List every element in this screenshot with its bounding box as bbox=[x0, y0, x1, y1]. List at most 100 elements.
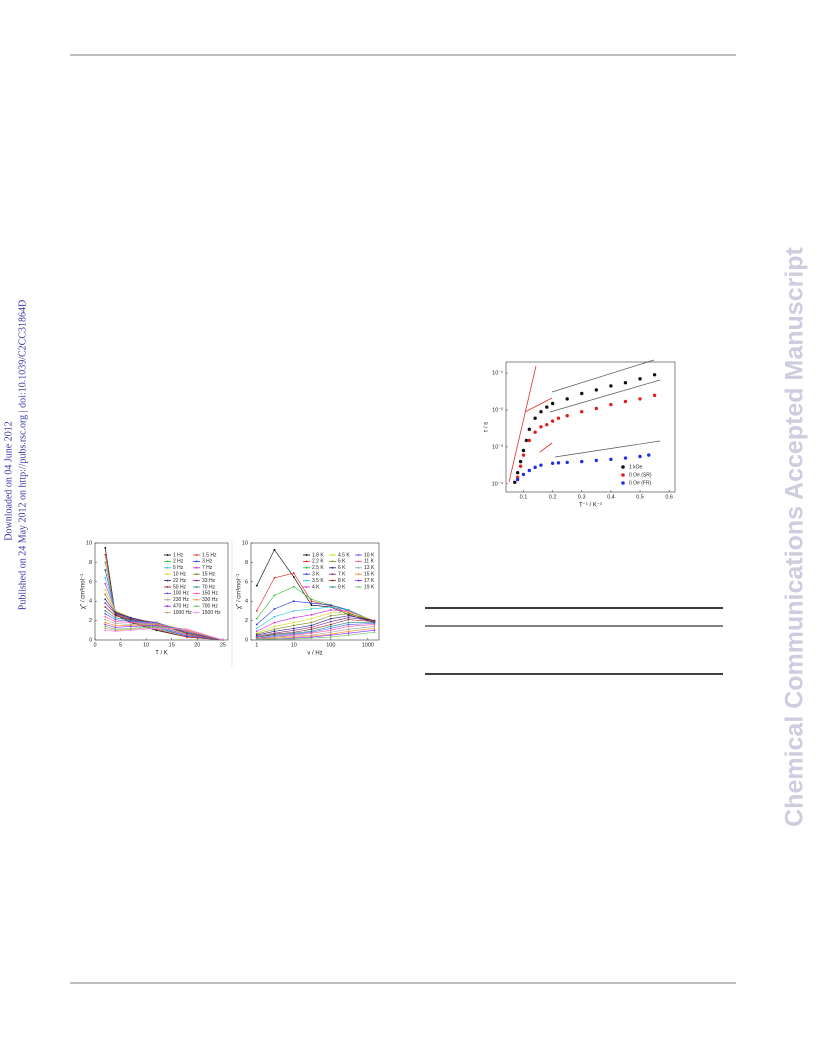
legend-marker bbox=[195, 592, 198, 595]
x-tick-label: 0 bbox=[93, 642, 96, 648]
legend-marker bbox=[166, 605, 169, 608]
x-tick-label: 20 bbox=[194, 642, 200, 648]
data-point bbox=[329, 614, 332, 617]
series-line bbox=[105, 610, 223, 641]
legend-label: 3 Hz bbox=[202, 559, 213, 565]
legend-marker bbox=[357, 560, 360, 563]
data-point bbox=[545, 422, 549, 427]
data-point bbox=[310, 632, 313, 635]
data-point bbox=[580, 391, 584, 396]
legend-label: 33 Hz bbox=[202, 578, 216, 584]
data-point bbox=[292, 629, 295, 632]
data-point bbox=[114, 618, 117, 621]
data-point bbox=[329, 606, 332, 608]
data-point bbox=[347, 618, 350, 621]
series-line bbox=[105, 616, 223, 641]
data-point bbox=[539, 463, 543, 467]
data-point bbox=[104, 615, 107, 618]
x-axis-label: T⁻¹ / K⁻¹ bbox=[579, 503, 602, 509]
data-point bbox=[273, 577, 276, 579]
data-point bbox=[292, 600, 295, 603]
data-point bbox=[539, 409, 543, 414]
legend-label: 2.5 K bbox=[312, 565, 324, 571]
legend-label: 0 Oe (SR) bbox=[629, 472, 652, 478]
data-point bbox=[329, 609, 332, 611]
legend-marker bbox=[195, 573, 198, 576]
data-point bbox=[545, 405, 549, 409]
data-point bbox=[347, 612, 350, 615]
data-point bbox=[347, 628, 350, 631]
data-point bbox=[104, 582, 107, 585]
data-point bbox=[550, 401, 555, 406]
data-point bbox=[565, 397, 569, 401]
legend-marker bbox=[166, 598, 169, 601]
legend-label: 13 K bbox=[364, 565, 375, 571]
download-note: Downloaded on 04 June 2012 bbox=[3, 421, 14, 540]
data-point bbox=[329, 604, 332, 606]
data-point bbox=[292, 638, 295, 640]
data-point bbox=[329, 629, 332, 632]
fit-line bbox=[551, 359, 655, 393]
legend-marker bbox=[195, 560, 198, 563]
legend-label: 5 Hz bbox=[173, 565, 184, 571]
legend-label: 50 Hz bbox=[173, 584, 187, 590]
legend-marker bbox=[166, 560, 169, 563]
data-point bbox=[373, 629, 376, 632]
legend-label: 5 K bbox=[338, 559, 346, 565]
data-point bbox=[114, 622, 117, 625]
legend-label: 330 Hz bbox=[202, 597, 218, 603]
data-point bbox=[373, 627, 376, 630]
legend-marker bbox=[305, 586, 308, 588]
data-point bbox=[104, 623, 107, 626]
y-tick-label: 2 bbox=[89, 618, 92, 624]
data-point bbox=[310, 600, 313, 603]
publish-note: Published on 24 May 2012 on http://pubs.… bbox=[17, 300, 28, 610]
legend-marker bbox=[166, 611, 169, 614]
legend-label: 100 Hz bbox=[173, 591, 189, 597]
x-tick-label: 0.5 bbox=[636, 494, 644, 500]
data-point bbox=[310, 598, 313, 601]
data-point bbox=[347, 621, 350, 624]
data-point bbox=[104, 627, 107, 630]
data-point bbox=[527, 427, 532, 432]
legend-marker bbox=[331, 579, 334, 582]
legend-label: 10 K bbox=[364, 552, 375, 558]
y-axis-label: χ'' / cm³mol⁻¹ bbox=[237, 574, 243, 609]
data-point bbox=[255, 610, 258, 612]
data-point bbox=[104, 593, 107, 596]
y-axis-label: τ / s bbox=[484, 422, 490, 432]
data-point bbox=[273, 548, 276, 551]
data-point bbox=[521, 453, 526, 457]
data-point bbox=[104, 612, 107, 615]
data-point bbox=[524, 438, 529, 443]
data-point bbox=[652, 393, 657, 398]
legend-marker bbox=[195, 566, 198, 569]
legend-label: 10 Hz bbox=[173, 572, 187, 578]
legend-marker bbox=[621, 473, 625, 477]
data-point bbox=[518, 459, 523, 464]
legend-marker bbox=[305, 560, 308, 563]
y-tick-label: 10 bbox=[86, 540, 92, 546]
x-axis-label: T / K bbox=[155, 651, 168, 657]
data-point bbox=[310, 604, 313, 606]
data-point bbox=[310, 624, 313, 627]
data-point bbox=[373, 623, 376, 626]
data-point bbox=[527, 468, 532, 473]
legend-marker bbox=[195, 605, 198, 608]
legend-label: 150 Hz bbox=[202, 591, 218, 597]
data-point bbox=[638, 397, 642, 401]
legend-marker bbox=[331, 554, 334, 556]
data-point bbox=[310, 617, 313, 620]
legend-label: 1500 Hz bbox=[202, 610, 221, 616]
data-point bbox=[255, 584, 258, 587]
data-point bbox=[347, 616, 350, 619]
data-point bbox=[104, 569, 107, 572]
data-point bbox=[580, 409, 584, 414]
data-point bbox=[292, 616, 295, 619]
legend-label: 17 K bbox=[364, 578, 375, 584]
data-point bbox=[221, 639, 224, 641]
fit-line bbox=[549, 379, 661, 413]
data-point bbox=[104, 621, 107, 624]
